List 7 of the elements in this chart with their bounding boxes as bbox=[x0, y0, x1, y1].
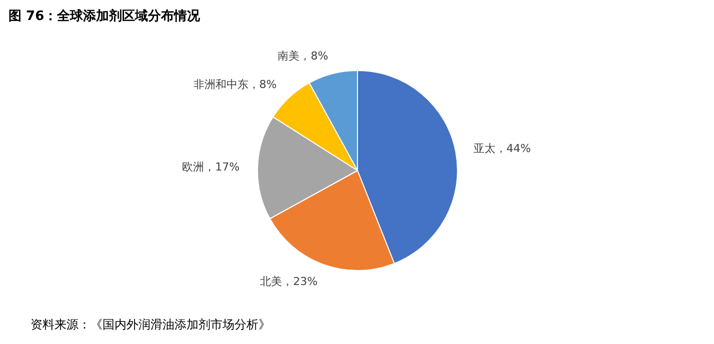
slice-label: 亚太，44% bbox=[473, 142, 531, 155]
slice-label: 南美，8% bbox=[278, 50, 328, 63]
slice-label: 北美，23% bbox=[260, 275, 318, 288]
slice-label: 欧洲，17% bbox=[182, 160, 240, 174]
slice-label: 非洲和中东，8% bbox=[193, 78, 277, 91]
text: 资料来源：《国内外润滑油添加剂市场分析》 bbox=[30, 318, 270, 332]
chart-title: 图 76：全球添加剂区域分布情况 bbox=[8, 8, 202, 24]
